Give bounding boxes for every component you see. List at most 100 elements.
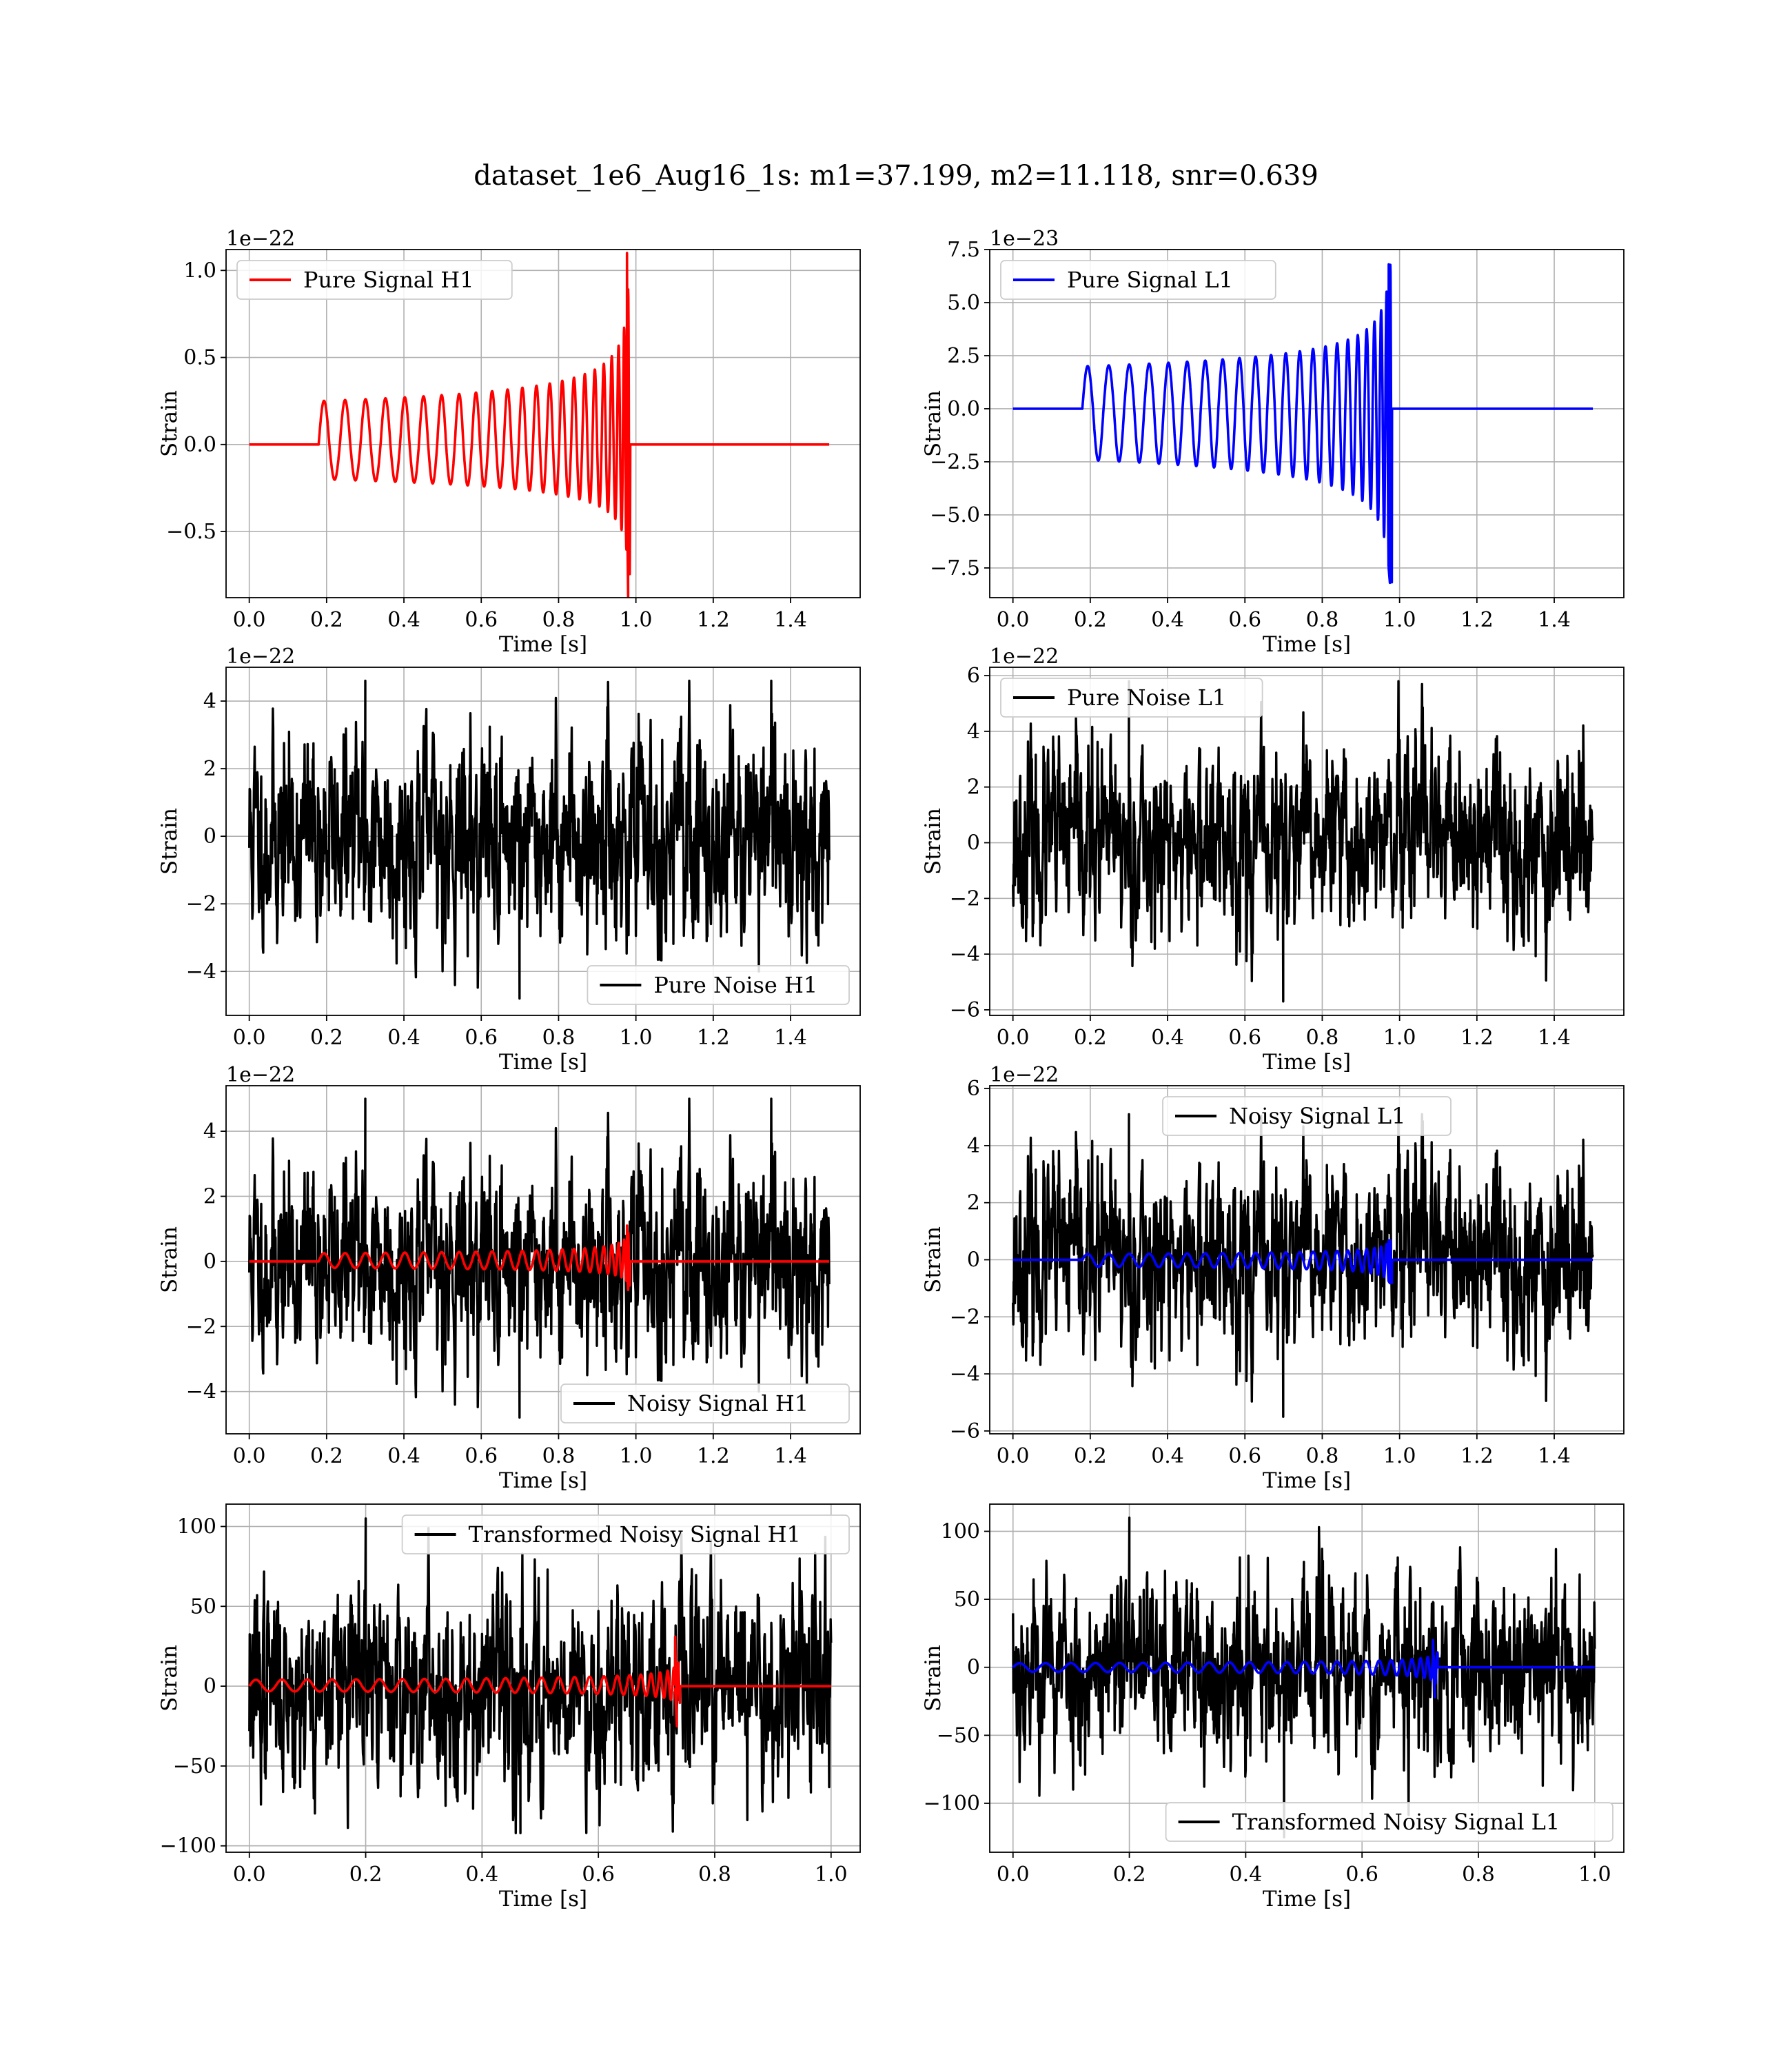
x-tick-label: 0.8	[698, 1863, 731, 1887]
axes-frame	[225, 1503, 861, 1853]
x-tick-label: 0.0	[233, 1444, 266, 1468]
legend-box	[1000, 260, 1276, 300]
y-tick-label: −4	[186, 960, 216, 984]
x-tick-label: 1.2	[1460, 1444, 1494, 1468]
y-tick-label: 6	[967, 664, 980, 688]
x-tick-label: 1.0	[620, 1026, 653, 1050]
y-tick-label: −100	[160, 1834, 216, 1858]
x-tick-label: 1.4	[1538, 1444, 1571, 1468]
axes-frame	[989, 667, 1625, 1016]
x-tick-label: 1.4	[774, 1444, 807, 1468]
x-tick-label: 1.2	[1460, 1026, 1494, 1050]
y-tick-label: 0.0	[183, 433, 216, 457]
y-tick-label: −5.0	[930, 503, 980, 527]
legend: Pure Signal H1	[236, 260, 513, 300]
axis-offset-text: 1e−22	[226, 1063, 295, 1087]
y-tick-label: 2	[967, 776, 980, 800]
x-tick-label: 0.6	[1228, 1026, 1261, 1050]
series-line-signal	[248, 1635, 833, 1727]
x-tick-label: 0.2	[310, 1444, 343, 1468]
subplot-noisy-signal-l1: 0.0 0.2 0.4 0.6 0.8 1.0 1.2 1.4 −6 −4 −2 0 2 4 6 1e−22 T…	[921, 1063, 1625, 1493]
y-tick-label: −4	[950, 942, 980, 966]
x-tick-label: 0.0	[233, 608, 266, 632]
y-tick-label: 1.0	[183, 258, 216, 283]
x-tick-label: 0.8	[1306, 1444, 1339, 1468]
series-line-signal	[248, 1224, 831, 1292]
x-tick-label: 1.0	[1578, 1863, 1611, 1887]
x-tick-label: 0.6	[465, 1026, 498, 1050]
x-tick-label: 0.2	[1074, 608, 1107, 632]
x-tick-label: 0.4	[1230, 1863, 1263, 1887]
y-axis-label: Strain	[157, 808, 182, 875]
series-line-signal	[1012, 1639, 1596, 1699]
y-tick-label: 0	[203, 1674, 216, 1699]
axes-frame	[989, 249, 1625, 598]
x-tick-label: 0.6	[582, 1863, 615, 1887]
x-tick-label: 0.0	[997, 1863, 1030, 1887]
x-axis-label: Time [s]	[1263, 1887, 1351, 1912]
x-tick-label: 1.4	[774, 608, 807, 632]
y-tick-label: 4	[203, 1119, 216, 1144]
axes-frame	[225, 249, 861, 598]
axis-offset-text: 1e−23	[990, 227, 1059, 251]
x-tick-label: 0.4	[387, 1444, 420, 1468]
x-axis-label: Time [s]	[1263, 1468, 1351, 1493]
legend-box	[560, 1383, 850, 1423]
subplot-noisy-signal-h1: 0.0 0.2 0.4 0.6 0.8 1.0 1.2 1.4 −4 −2 0 2 4 1e−22 Time…	[157, 1063, 861, 1493]
x-tick-label: 0.2	[1074, 1026, 1107, 1050]
x-tick-label: 0.4	[1151, 1444, 1184, 1468]
x-tick-label: 0.2	[310, 1026, 343, 1050]
y-tick-label: 0	[203, 1250, 216, 1274]
y-tick-label: −6	[950, 1419, 980, 1443]
x-tick-label: 1.0	[1383, 1026, 1416, 1050]
legend: Pure Noise L1	[1000, 678, 1263, 718]
x-tick-label: 0.8	[542, 1026, 576, 1050]
x-tick-label: 0.4	[1151, 1026, 1184, 1050]
x-tick-label: 1.0	[620, 1444, 653, 1468]
series-line-noise	[1012, 1113, 1594, 1418]
x-tick-label: 1.0	[620, 608, 653, 632]
x-axis-label: Time [s]	[499, 1050, 587, 1075]
x-tick-label: 1.0	[815, 1863, 848, 1887]
y-tick-label: −4	[950, 1362, 980, 1386]
y-tick-label: 50	[190, 1594, 216, 1619]
x-tick-label: 0.0	[997, 1444, 1030, 1468]
series-line-noise	[248, 1517, 833, 1834]
x-tick-label: 1.2	[1460, 608, 1494, 632]
axis-offset-text: 1e−22	[990, 645, 1059, 669]
x-tick-label: 0.8	[1462, 1863, 1495, 1887]
subplot-pure-signal-h1: 0.0 0.2 0.4 0.6 0.8 1.0 1.2 1.4 −0.5 0.0 0.5 1.0 1e−…	[157, 227, 861, 657]
subplot-transformed-noisy-signal-h1: 0.0 0.2 0.4 0.6 0.8 1.0 −100 −50 0 50 100 Time [s] S…	[157, 1503, 861, 1912]
y-tick-label: 5.0	[947, 291, 980, 315]
x-tick-label: 0.2	[1074, 1444, 1107, 1468]
y-tick-label: −2	[950, 886, 980, 911]
figure-title: dataset_1e6_Aug16_1s: m1=37.199, m2=11.1…	[474, 160, 1318, 192]
x-axis-label: Time [s]	[499, 1887, 587, 1912]
legend-box	[236, 260, 513, 300]
axes-frame	[989, 1503, 1625, 1853]
axis-offset-text: 1e−22	[990, 1063, 1059, 1087]
legend: Transformed Noisy Signal L1	[1165, 1802, 1613, 1842]
subplot-transformed-noisy-signal-l1: 0.0 0.2 0.4 0.6 0.8 1.0 −100 −50 0 50 100 Time [s] S…	[921, 1503, 1625, 1912]
y-tick-label: 2	[203, 757, 216, 781]
axis-offset-text: 1e−22	[226, 227, 295, 251]
subplot-pure-signal-l1: 0.0 0.2 0.4 0.6 0.8 1.0 1.2 1.4 −7.5 −5.0 −2.5 0.0 2…	[921, 227, 1625, 657]
y-tick-label: −4	[186, 1380, 216, 1404]
x-tick-label: 1.4	[1538, 1026, 1571, 1050]
y-tick-label: −2.5	[930, 450, 980, 474]
axis-offset-text: 1e−22	[226, 645, 295, 669]
y-tick-label: −6	[950, 998, 980, 1022]
y-axis-label: Strain	[157, 390, 182, 457]
axes-frame	[225, 667, 861, 1016]
y-tick-label: 50	[954, 1588, 980, 1612]
x-tick-label: 0.4	[1151, 608, 1184, 632]
x-tick-label: 0.8	[542, 1444, 576, 1468]
y-tick-label: 4	[967, 1134, 980, 1158]
y-tick-label: −7.5	[930, 556, 980, 580]
series-line-signal	[248, 252, 831, 598]
y-tick-label: −2	[186, 892, 216, 916]
x-tick-label: 1.2	[697, 1444, 730, 1468]
x-tick-label: 0.6	[465, 1444, 498, 1468]
legend-box	[587, 965, 850, 1005]
y-tick-label: −50	[173, 1754, 216, 1778]
